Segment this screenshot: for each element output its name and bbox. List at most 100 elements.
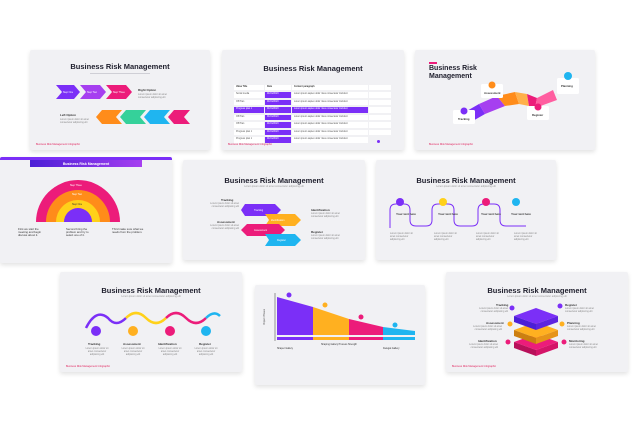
slide-arrows-left-right[interactable]: Business Risk Management Step One Step T… bbox=[30, 50, 210, 150]
item-label: Your text here bbox=[438, 212, 458, 216]
left-label: Assessment bbox=[217, 220, 235, 224]
table-cell: 01/01/2023 bbox=[265, 129, 291, 135]
table-header-cell: Value Title bbox=[234, 84, 264, 90]
bottom-right-label: Delegat Gallery bbox=[383, 347, 400, 350]
wave-graphic bbox=[84, 311, 221, 336]
table-cell: 01/01/2023 bbox=[265, 122, 291, 128]
arrows-graphic bbox=[241, 204, 301, 246]
column-text: Second bring the problem and try to sele… bbox=[66, 227, 89, 237]
bottom-left-label: Shaper Gallery bbox=[277, 347, 293, 350]
slide-table[interactable]: Business Risk Management Value Title Date… bbox=[222, 50, 404, 150]
table-cell: Lorem ipsum sapien dolor risus consectet… bbox=[292, 92, 368, 98]
left-label: Tracking bbox=[496, 303, 509, 307]
ring-label: Step Three bbox=[70, 184, 82, 187]
table-cell: Lorem ipsum sapien dolor risus consectet… bbox=[292, 137, 368, 143]
table-cell: 01/01/2023 bbox=[265, 107, 291, 113]
right-label: Register bbox=[565, 303, 578, 307]
right-label: Register bbox=[311, 230, 324, 234]
slide-title: Business Risk Management bbox=[263, 64, 363, 73]
right-text: Lorem ipsum dolor sit amet consectetur a… bbox=[565, 307, 594, 313]
left-text: Lorem ipsum dolor sit amet consectetur a… bbox=[469, 343, 498, 349]
left-option-label: Left Option bbox=[60, 113, 76, 117]
step-label: Tracking bbox=[458, 117, 470, 121]
arrow-label: Register bbox=[277, 238, 286, 242]
table-cell: Off Plan bbox=[234, 114, 264, 120]
divider bbox=[90, 73, 150, 74]
timeline-text: Lorem ipsum dolor sit amet consectetur a… bbox=[85, 347, 109, 356]
ring-label: Step Two bbox=[72, 193, 82, 196]
table-cell: 01/01/2023 bbox=[265, 137, 291, 143]
slide-path-icons[interactable]: Business Risk Management Lorem ipsum dol… bbox=[376, 160, 556, 260]
slide-title: Business Risk Management bbox=[70, 62, 170, 71]
item-text: Lorem ipsum dolor sit amet consectetur a… bbox=[390, 232, 413, 241]
table-cell: 01/01/2023 bbox=[265, 92, 291, 98]
right-text: Lorem ipsum dolor sit amet consectetur a… bbox=[311, 212, 340, 218]
slide-subtitle: Lorem ipsum dolor sit amet consectetur a… bbox=[121, 295, 181, 298]
table-status-cell bbox=[369, 122, 391, 135]
slide-footer: Business Risk Management Infographic bbox=[429, 143, 474, 146]
ring-graphic bbox=[36, 180, 120, 222]
timeline-label: Assessment bbox=[123, 342, 141, 346]
step-label: Planning bbox=[561, 84, 573, 88]
left-option-text: Lorem ipsum dolor sit amet consectetur a… bbox=[60, 118, 89, 124]
table-cell: Lorem ipsum sapien dolor risus consectet… bbox=[292, 129, 368, 135]
bottom-mid-label: Shaping Gallery Process Strength bbox=[321, 343, 358, 346]
item-text: Lorem ipsum dolor sit amet consectetur a… bbox=[476, 232, 499, 241]
slide-subtitle: Lorem ipsum dolor sit amet consectetur a… bbox=[436, 185, 496, 188]
table-row: Progress plan 1 01/01/2023 Lorem ipsum sap… bbox=[234, 129, 392, 143]
table-cell: Progress plan 1 bbox=[234, 129, 264, 135]
table-status-cell bbox=[369, 114, 391, 128]
table-cell: Off Plan bbox=[234, 122, 264, 128]
slide-steps-isometric[interactable]: Business Risk Management Tracking Assess… bbox=[415, 50, 595, 150]
left-label: Tracking bbox=[221, 198, 234, 202]
timeline-text: Lorem ipsum dolor sit amet consectetur a… bbox=[158, 347, 182, 356]
slide-title: Business Risk Management bbox=[101, 286, 201, 295]
accent-bar bbox=[429, 62, 437, 64]
column-text: Third make sure what we needs from the p… bbox=[112, 227, 144, 234]
right-label: Monitoring bbox=[569, 339, 585, 343]
table-row: Off Plan 01/01/2023 Lorem ipsum sapien dol… bbox=[234, 107, 392, 120]
slide-layer-stack[interactable]: Business Risk Management Lorem ipsum dol… bbox=[446, 272, 628, 372]
table-status-cell bbox=[369, 129, 391, 143]
left-text: Lorem ipsum dolor sit amet consectetur a… bbox=[479, 307, 508, 313]
table-cell: Social media bbox=[234, 92, 264, 98]
slide-title-line1: Business Risk bbox=[429, 65, 477, 72]
slide-funnel-chart[interactable]: Project Phases Shaper Gallery Shaping Ga… bbox=[255, 285, 425, 385]
left-text: Lorem ipsum dolor sit amet consectetur a… bbox=[473, 325, 502, 331]
table-header-cell: Content paragraph bbox=[292, 84, 368, 90]
timeline-label: Identification bbox=[158, 342, 177, 346]
item-text: Lorem ipsum dolor sit amet consectetur a… bbox=[434, 232, 457, 241]
item-text: Lorem ipsum dolor sit amet consectetur a… bbox=[514, 232, 537, 241]
arrow-label: Step One bbox=[63, 90, 74, 94]
right-text: Lorem ipsum dolor sit amet consectetur a… bbox=[311, 234, 340, 240]
slide-subtitle: Lorem ipsum dolor sit amet consectetur a… bbox=[507, 295, 567, 298]
slide-rings[interactable]: Business Risk Management Step Three Step… bbox=[0, 157, 172, 263]
table-cell: 01/01/2023 bbox=[265, 114, 291, 120]
table-cell: Off Plan bbox=[234, 99, 264, 105]
right-text: Lorem ipsum dolor sit amet consectetur a… bbox=[567, 325, 596, 331]
right-text: Lorem ipsum dolor sit amet consectetur a… bbox=[569, 343, 598, 349]
slide-wave-timeline[interactable]: Business Risk Management Lorem ipsum dol… bbox=[60, 272, 242, 372]
step-label: Assessment bbox=[484, 91, 501, 95]
arrow-label: Step Three bbox=[113, 90, 125, 94]
table-row: Off Plan 01/01/2023 Lorem ipsum sapien dol… bbox=[234, 114, 392, 128]
slide-title: Business Risk Management bbox=[487, 286, 587, 295]
column-text: First we start the meeting and begin dis… bbox=[18, 227, 42, 237]
right-label: Identification bbox=[311, 208, 330, 212]
table-cell: Lorem ipsum sapien dolor risus consectet… bbox=[292, 122, 368, 128]
table-row: Progress plan 1 01/01/2023 Lorem ipsum sap… bbox=[234, 122, 392, 135]
steps-graphic bbox=[453, 72, 579, 124]
table-row: Progress plan 1 01/01/2023 Lorem ipsum sap… bbox=[234, 99, 392, 113]
timeline-text: Lorem ipsum dolor sit amet consectetur a… bbox=[194, 347, 218, 356]
item-label: Your text here bbox=[396, 212, 416, 216]
timeline-text: Lorem ipsum dolor sit amet consectetur a… bbox=[121, 347, 145, 356]
path-graphic bbox=[389, 198, 526, 228]
slide-title: Business Risk Management bbox=[416, 176, 516, 185]
table-row: Off Plan 01/01/2023 Lorem ipsum sapien dol… bbox=[234, 92, 392, 105]
slide-crossing-arrows[interactable]: Business Risk Management Lorem ipsum dol… bbox=[183, 160, 365, 260]
funnel-graphic bbox=[274, 292, 415, 341]
table-cell: Lorem ipsum sapien dolor risus consectet… bbox=[292, 99, 368, 105]
stack-graphic bbox=[505, 303, 567, 356]
title-bar bbox=[30, 160, 142, 167]
table-cell: Lorem ipsum sapien dolor risus consectet… bbox=[292, 107, 368, 113]
